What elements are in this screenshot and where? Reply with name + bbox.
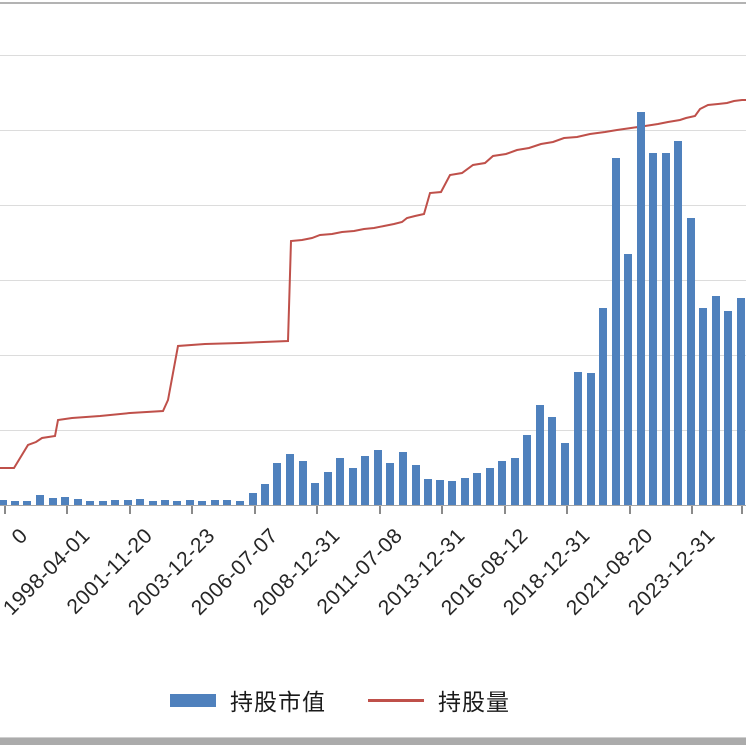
x-axis-tick <box>254 506 256 514</box>
bar <box>249 493 257 505</box>
x-axis-tick <box>66 506 68 514</box>
bar <box>473 473 481 505</box>
gridline <box>0 355 746 356</box>
bar <box>336 458 344 505</box>
bar <box>436 480 444 505</box>
bar <box>311 483 319 505</box>
bar <box>712 296 720 505</box>
legend: 持股市值 持股量 <box>170 686 510 715</box>
x-axis-tick <box>629 506 631 514</box>
bar <box>649 153 657 505</box>
x-axis-tick <box>316 506 318 514</box>
x-axis-tick <box>504 506 506 514</box>
bar <box>461 478 469 505</box>
bar <box>412 465 420 505</box>
bar <box>637 112 645 505</box>
bar <box>599 308 607 505</box>
bar <box>548 417 556 505</box>
page-bottom-divider <box>0 737 746 738</box>
bar <box>61 497 69 505</box>
x-axis-tick <box>441 506 443 514</box>
bar <box>261 484 269 505</box>
gridline <box>0 205 746 206</box>
bar <box>699 308 707 505</box>
bar <box>324 472 332 505</box>
bar <box>498 461 506 505</box>
bar <box>349 468 357 505</box>
bar <box>361 456 369 505</box>
bar <box>149 501 157 505</box>
x-axis-tick <box>741 506 743 514</box>
x-axis-tick <box>191 506 193 514</box>
bar <box>111 500 119 505</box>
bar <box>536 405 544 505</box>
bar <box>161 500 169 505</box>
line-series-path <box>0 99 746 469</box>
x-axis-tick <box>129 506 131 514</box>
bar <box>236 501 244 505</box>
bar <box>86 501 94 505</box>
bar <box>737 298 745 505</box>
legend-bar-label: 持股市值 <box>230 689 326 715</box>
bar <box>198 501 206 505</box>
bar <box>448 481 456 505</box>
bar <box>299 461 307 505</box>
bar <box>624 254 632 505</box>
bar <box>124 500 132 505</box>
bar <box>374 450 382 505</box>
bar <box>273 463 281 505</box>
x-axis <box>0 505 746 506</box>
x-axis-tick <box>4 506 6 514</box>
gridline <box>0 55 746 56</box>
bar <box>511 458 519 505</box>
bar <box>612 158 620 505</box>
legend-line-label: 持股量 <box>438 689 510 715</box>
bar <box>74 499 82 505</box>
bar <box>211 500 219 505</box>
x-axis-tick <box>566 506 568 514</box>
bar <box>399 452 407 505</box>
bar <box>574 372 582 505</box>
bar <box>662 153 670 505</box>
bar <box>286 454 294 505</box>
gridline <box>0 430 746 431</box>
bar <box>424 479 432 505</box>
page-top-border <box>0 2 746 4</box>
page-bottom-band <box>0 738 746 745</box>
bar <box>223 500 231 505</box>
bar <box>523 435 531 505</box>
bar <box>173 501 181 505</box>
bar <box>687 218 695 505</box>
legend-line-swatch-icon <box>368 698 424 702</box>
bar <box>587 373 595 505</box>
x-axis-tick <box>379 506 381 514</box>
stock-holdings-chart: 0 1998-04-01 2001-11-20 2003-12-23 2006-07-0… <box>0 55 746 620</box>
bar <box>724 311 732 505</box>
bar <box>561 443 569 505</box>
gridline <box>0 280 746 281</box>
bar <box>11 501 19 505</box>
bar <box>49 498 57 505</box>
bar <box>186 500 194 505</box>
bar <box>23 501 31 505</box>
holdings-line-series <box>0 99 746 469</box>
bar <box>136 499 144 505</box>
legend-bar-swatch-icon <box>170 693 216 707</box>
gridline <box>0 130 746 131</box>
bar <box>386 463 394 505</box>
bar <box>486 468 494 505</box>
bar <box>674 141 682 505</box>
bar <box>36 495 44 505</box>
bar <box>0 500 7 505</box>
x-axis-tick <box>691 506 693 514</box>
bar <box>99 501 107 505</box>
